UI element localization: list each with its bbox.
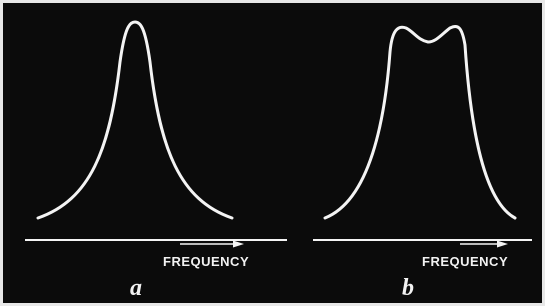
figure: FREQUENCY a FREQUENCY b <box>0 0 545 306</box>
axis-label: FREQUENCY <box>422 254 508 269</box>
panel-caption: b <box>402 275 414 301</box>
axis-label: FREQUENCY <box>163 254 249 269</box>
panel-caption: a <box>130 275 142 301</box>
